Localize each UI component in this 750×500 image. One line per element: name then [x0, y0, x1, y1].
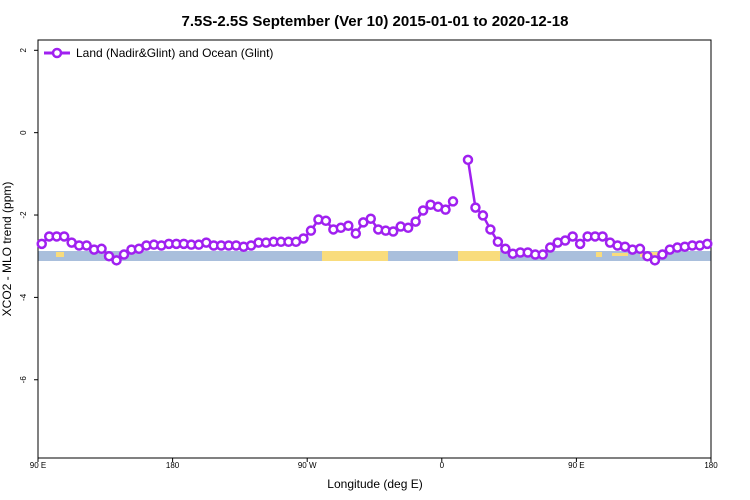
- data-point: [649, 255, 661, 266]
- data-point: [440, 204, 451, 215]
- y-axis-label: XCO2 - MLO trend (ppm): [0, 182, 14, 317]
- y-tick-label: -6: [19, 376, 28, 384]
- data-point: [305, 225, 317, 236]
- data-point: [350, 228, 362, 239]
- legend-marker: [51, 47, 63, 59]
- data-point: [36, 238, 47, 250]
- data-point: [365, 213, 377, 224]
- data-point: [417, 205, 429, 216]
- data-point: [103, 250, 115, 262]
- data-point: [567, 231, 578, 242]
- data-point: [118, 249, 130, 260]
- data-point: [402, 222, 414, 234]
- data-point: [574, 238, 586, 250]
- data-point: [343, 220, 354, 231]
- x-tick-label: 180: [704, 461, 718, 470]
- data-point: [298, 233, 309, 244]
- y-tick-label: -4: [19, 293, 28, 301]
- data-point: [462, 154, 474, 166]
- plot-frame: [37, 39, 712, 459]
- legend: Land (Nadir&Glint) and Ocean (Glint): [44, 46, 273, 60]
- data-point: [559, 235, 571, 246]
- data-point: [470, 202, 481, 213]
- data-point: [642, 250, 653, 262]
- data-point: [500, 243, 511, 255]
- data-point: [447, 196, 459, 207]
- y-tick-label: 2: [19, 48, 28, 53]
- data-point: [111, 255, 122, 266]
- x-tick-label: 90 E: [568, 461, 584, 470]
- legend-label: Land (Nadir&Glint) and Ocean (Glint): [76, 46, 273, 60]
- data-point: [492, 236, 504, 248]
- x-tick-label: 180: [166, 461, 180, 470]
- data-point: [477, 210, 489, 221]
- y-tick-label: 0: [19, 130, 28, 135]
- x-tick-label: 90 W: [298, 461, 317, 470]
- data-point: [58, 231, 70, 242]
- x-axis-label: Longitude (deg E): [327, 477, 422, 491]
- data-point: [96, 243, 107, 255]
- data-point: [410, 216, 421, 227]
- data-point: [537, 249, 548, 260]
- data-point: [81, 240, 92, 251]
- chart-title: 7.5S-2.5S September (Ver 10) 2015-01-01 …: [182, 13, 569, 30]
- x-tick-label: 90 E: [30, 461, 46, 470]
- data-point: [597, 231, 608, 242]
- data-point: [544, 242, 556, 253]
- data-point: [320, 215, 332, 227]
- data-point: [485, 224, 496, 235]
- data-point: [634, 243, 646, 255]
- y-tick-label: -2: [19, 211, 28, 219]
- x-tick-label: 0: [440, 461, 445, 470]
- data-point: [387, 226, 399, 237]
- data-point: [702, 238, 713, 250]
- data-point: [657, 249, 668, 260]
